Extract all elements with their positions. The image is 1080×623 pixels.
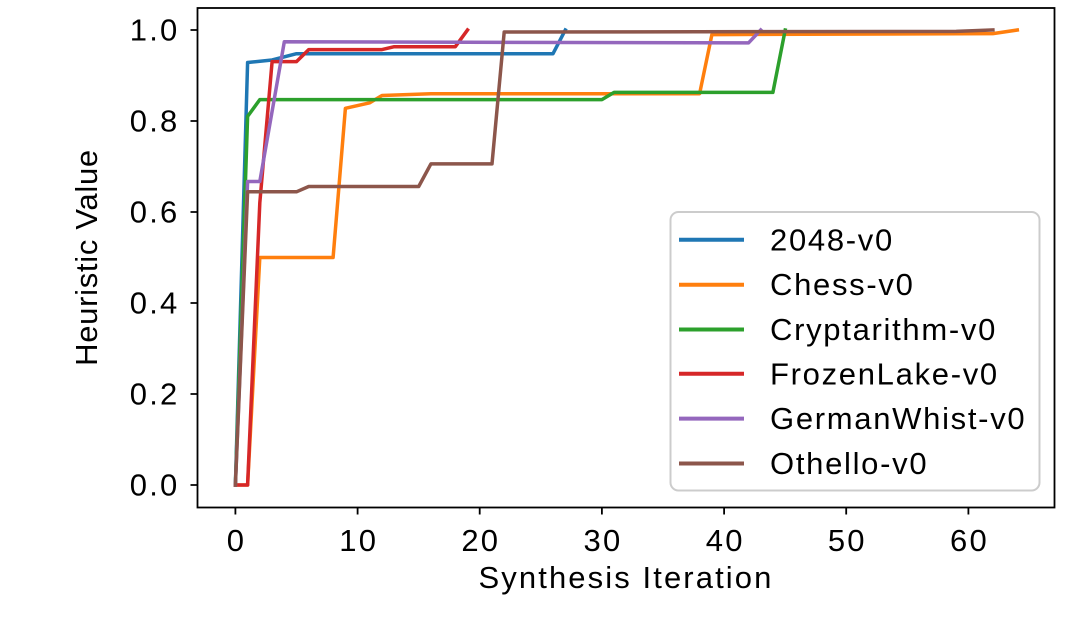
svg-text:30: 30 [584,523,623,558]
svg-text:0.4: 0.4 [130,286,180,321]
svg-text:0.2: 0.2 [130,377,180,412]
svg-text:Heuristic Value: Heuristic Value [69,149,104,366]
svg-text:50: 50 [828,523,867,558]
svg-text:0.8: 0.8 [130,104,180,139]
svg-text:60: 60 [950,523,989,558]
svg-text:0.6: 0.6 [130,195,180,230]
svg-text:40: 40 [706,523,745,558]
svg-text:GermanWhist-v0: GermanWhist-v0 [770,401,1026,436]
svg-text:0: 0 [227,523,246,558]
svg-text:20: 20 [461,523,500,558]
svg-text:0.0: 0.0 [130,468,180,503]
svg-text:10: 10 [339,523,378,558]
svg-text:1.0: 1.0 [130,13,180,48]
svg-text:Chess-v0: Chess-v0 [770,267,915,302]
svg-text:Othello-v0: Othello-v0 [770,446,928,481]
svg-text:Synthesis Iteration: Synthesis Iteration [479,560,774,595]
svg-text:FrozenLake-v0: FrozenLake-v0 [770,356,999,391]
svg-text:Cryptarithm-v0: Cryptarithm-v0 [770,312,997,347]
svg-text:2048-v0: 2048-v0 [770,222,894,257]
